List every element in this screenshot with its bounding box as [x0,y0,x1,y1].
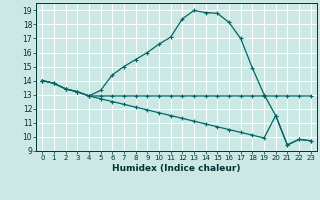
X-axis label: Humidex (Indice chaleur): Humidex (Indice chaleur) [112,164,241,173]
